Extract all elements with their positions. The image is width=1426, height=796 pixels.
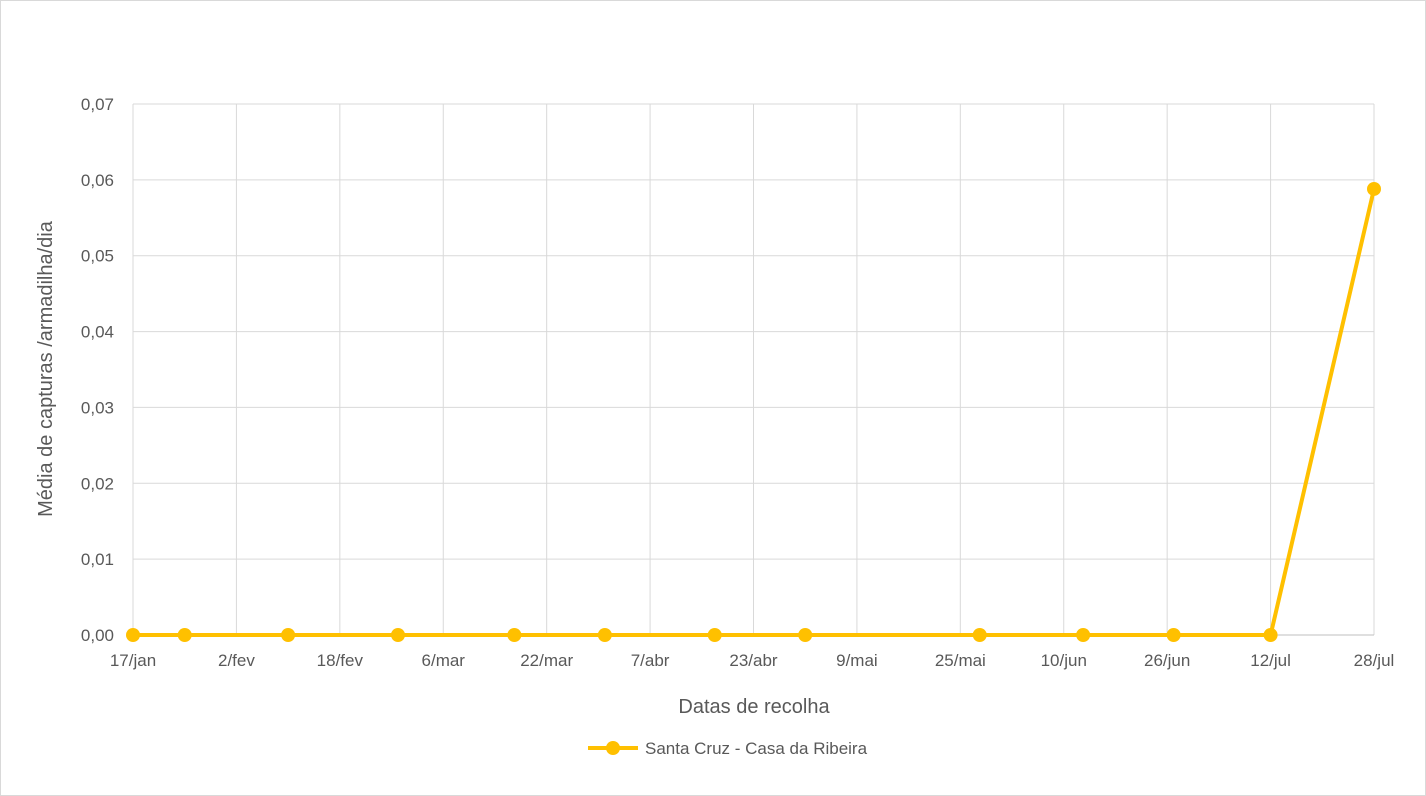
data-point [1166, 628, 1181, 642]
data-point [972, 628, 987, 642]
y-axis-title: Média de capturas /armadilha/dia [35, 220, 57, 517]
legend: Santa Cruz - Casa da Ribeira [588, 739, 868, 758]
x-axis-tick-labels: 17/jan 2/fev 18/fev 6/mar 22/mar 7/abr 23/abr 9… [110, 651, 1394, 670]
y-tick-label: 0,06 [81, 171, 114, 190]
x-axis-title: Datas de recolha [678, 696, 830, 718]
data-point [391, 628, 406, 642]
data-point [281, 628, 296, 642]
data-point [1367, 181, 1381, 196]
x-tick-label: 26/jun [1144, 651, 1190, 670]
y-tick-label: 0,05 [81, 247, 114, 266]
data-point [1263, 628, 1278, 642]
data-point [177, 628, 192, 642]
y-tick-label: 0,04 [81, 323, 114, 342]
gridlines [132, 103, 1375, 636]
y-tick-label: 0,01 [81, 550, 114, 569]
data-point [798, 628, 813, 642]
data-point [597, 628, 612, 642]
series-layer [126, 181, 1381, 642]
x-tick-label: 12/jul [1250, 651, 1291, 670]
y-tick-label: 0,03 [81, 398, 114, 417]
data-point [507, 628, 522, 642]
x-tick-label: 28/jul [1354, 651, 1395, 670]
x-tick-label: 17/jan [110, 651, 156, 670]
y-tick-label: 0,07 [81, 95, 114, 114]
y-tick-label: 0,02 [81, 474, 114, 493]
x-tick-label: 23/abr [729, 651, 778, 670]
y-tick-label: 0,00 [81, 626, 114, 645]
data-point [707, 628, 722, 642]
legend-point-marker [606, 741, 620, 755]
x-tick-label: 18/fev [317, 651, 364, 670]
x-tick-label: 2/fev [218, 651, 255, 670]
data-point [1076, 628, 1091, 642]
data-point [126, 628, 140, 642]
y-axis-tick-labels: 0,00 0,01 0,02 0,03 0,04 0,05 0,06 0,07 [81, 95, 114, 645]
x-tick-label: 9/mai [836, 651, 878, 670]
x-tick-label: 22/mar [520, 651, 573, 670]
x-tick-label: 25/mai [935, 651, 986, 670]
legend-label-santa-cruz: Santa Cruz - Casa da Ribeira [645, 739, 868, 758]
x-tick-label: 6/mar [422, 651, 466, 670]
x-tick-label: 10/jun [1041, 651, 1087, 670]
x-tick-label: 7/abr [631, 651, 670, 670]
